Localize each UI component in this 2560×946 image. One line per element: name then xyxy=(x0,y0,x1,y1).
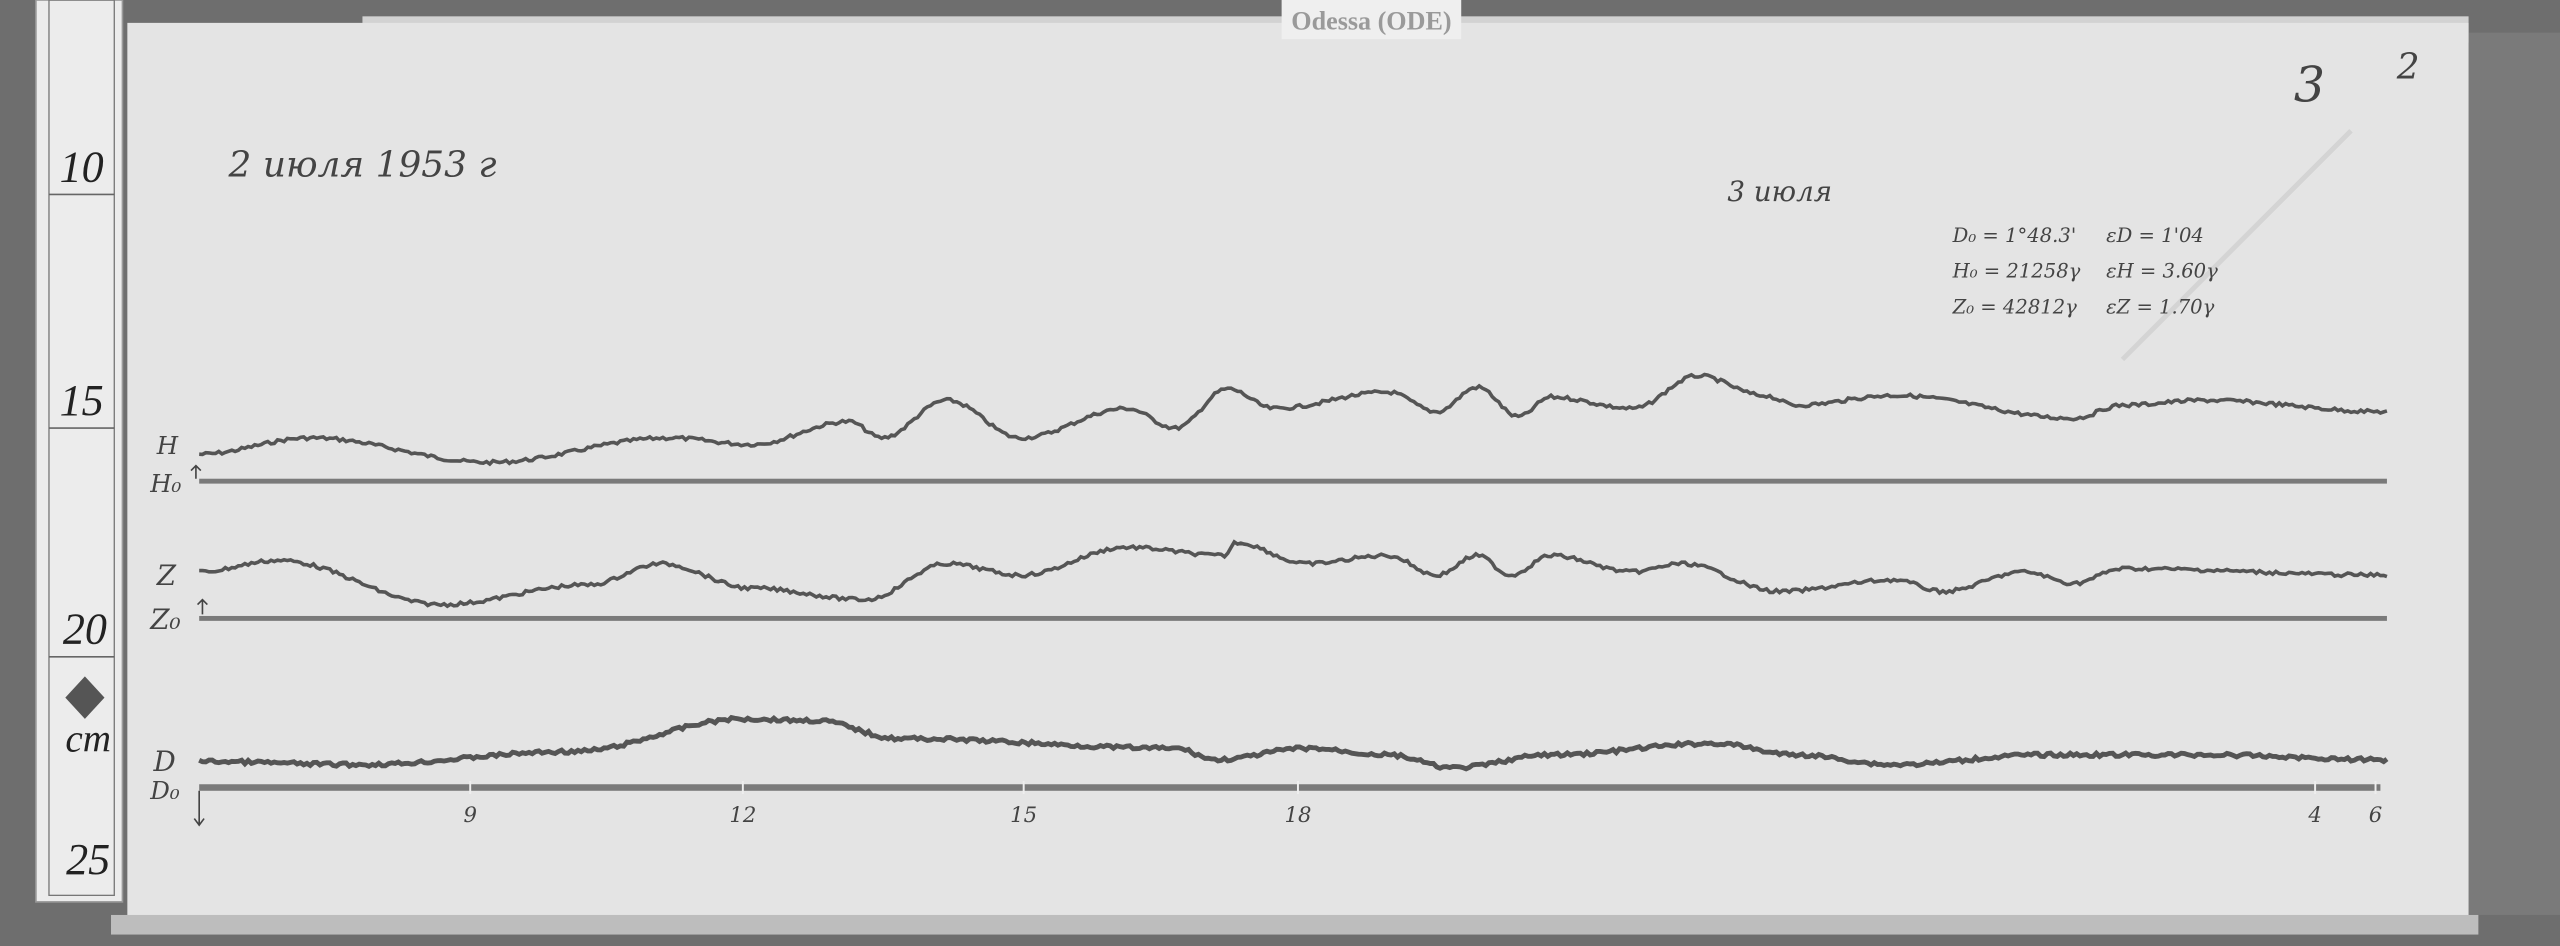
ruler-frame xyxy=(48,0,115,897)
hour-tick-label: 6 xyxy=(2369,803,2383,828)
ruler-mark-20: 20 xyxy=(63,605,107,654)
sheet-mark-2: 2 xyxy=(2396,46,2420,87)
baseline-H0 xyxy=(199,478,2387,484)
paper-crease xyxy=(2120,128,2353,362)
hour-tick-label: 15 xyxy=(1010,803,1037,828)
param-Z0: Z₀ = 42812γ xyxy=(1952,296,2078,319)
hour-tick-label: 12 xyxy=(729,803,756,828)
next-day-label: 3 июля xyxy=(1727,175,1832,208)
hour-tick-label: 4 xyxy=(2307,803,2322,828)
station-label-tag xyxy=(1281,0,1462,40)
hour-tick-label: 18 xyxy=(1284,803,1311,828)
hour-tick-label: 9 xyxy=(463,803,477,828)
trace-Z xyxy=(199,539,2388,609)
ruler-mark-15: 15 xyxy=(60,376,104,425)
label-Z: Z xyxy=(156,559,177,592)
param-eD: εD = 1'04 xyxy=(2106,224,2204,247)
ruler xyxy=(35,0,124,903)
arrow-down-icon xyxy=(193,790,205,827)
arrow-up-icon xyxy=(196,598,208,615)
trace-D xyxy=(198,714,2389,772)
label-Z0: Z₀ xyxy=(149,603,180,636)
background-edge xyxy=(2468,32,2560,915)
ruler-unit: cm xyxy=(65,718,111,761)
sheet-mark-3: 3 xyxy=(2294,56,2325,113)
baseline-Z0 xyxy=(199,615,2387,621)
label-D0: D₀ xyxy=(149,776,180,805)
arrow-up-icon xyxy=(190,464,202,479)
date-label: 2 июля 1953 г xyxy=(228,144,497,185)
label-H: H xyxy=(156,431,179,460)
magnetogram-paper xyxy=(127,22,2469,922)
param-eZ: εZ = 1.70γ xyxy=(2106,296,2215,319)
param-D0: D₀ = 1°48.3' xyxy=(1952,224,2077,247)
ruler-mark-25: 25 xyxy=(66,835,110,884)
param-H0: H₀ = 21258γ xyxy=(1952,260,2081,283)
param-eH: εH = 3.60γ xyxy=(2106,260,2218,283)
station-label: Odessa (ODE) xyxy=(1291,6,1451,35)
ruler-logo-icon xyxy=(65,676,105,719)
label-D: D xyxy=(152,745,175,778)
trace-H xyxy=(199,372,2388,467)
ruler-mark-10: 10 xyxy=(60,142,104,191)
label-H0: H₀ xyxy=(149,469,181,498)
baseline-D0 xyxy=(199,784,2381,791)
paper-bottom-edge xyxy=(111,914,2479,935)
